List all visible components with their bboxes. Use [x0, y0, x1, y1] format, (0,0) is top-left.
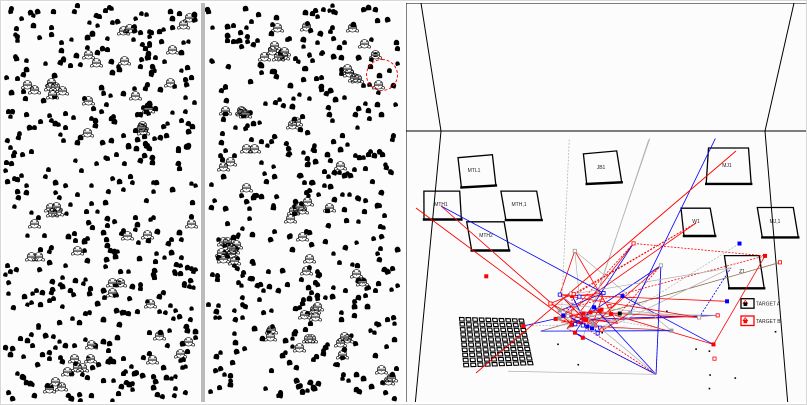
svg-text:TARGET B: TARGET B [756, 319, 781, 325]
svg-text:MTH1: MTH1 [434, 202, 448, 208]
svg-text:MTL1: MTL1 [468, 168, 481, 174]
svg-text:MTH2: MTH2 [479, 233, 493, 239]
svg-text:MJ1: MJ1 [722, 163, 732, 169]
svg-text:W1: W1 [692, 219, 700, 225]
svg-text:TARGET A: TARGET A [756, 302, 781, 308]
svg-text:MTH,1: MTH,1 [512, 202, 527, 208]
svg-text:JB1: JB1 [597, 165, 606, 171]
svg-text:MJ,1: MJ,1 [770, 219, 781, 225]
